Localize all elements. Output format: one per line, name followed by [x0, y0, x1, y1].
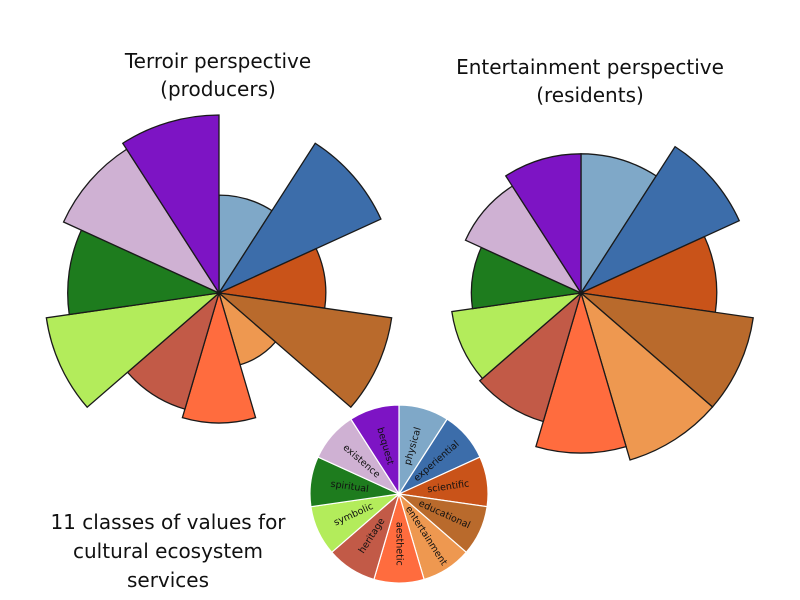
- segment-bequest: [504, 153, 582, 296]
- legend-caption-line-1: 11 classes of values for: [50, 510, 286, 534]
- legend-label-aesthetic: aesthetic: [394, 522, 405, 566]
- segment-educational: [578, 292, 754, 408]
- chart-2-title-line-1: Entertainment perspective: [456, 55, 724, 79]
- segment-existence: [62, 148, 221, 295]
- segment-educational: [216, 292, 393, 409]
- segment-experiential: [217, 142, 382, 295]
- legend-caption-line-3: services: [127, 568, 209, 592]
- terroir-polar-chart: [45, 114, 393, 424]
- legend-slice-bequest: [350, 404, 400, 497]
- chart-1-title-line-1: Terroir perspective: [124, 49, 311, 73]
- chart-2-title-line-2: (residents): [536, 83, 644, 107]
- segment-spiritual: [67, 229, 222, 316]
- entertainment-polar-chart: [451, 145, 754, 461]
- legend-label-spiritual: spiritual: [330, 479, 370, 495]
- segment-symbolic: [451, 292, 584, 380]
- segment-aesthetic: [535, 290, 627, 454]
- segment-symbolic: [45, 292, 222, 409]
- segment-bequest: [121, 114, 220, 296]
- segment-aesthetic: [181, 290, 257, 424]
- classes-legend-pie: physicalexperientialscientificeducationa…: [309, 404, 489, 584]
- chart-1-title-line-2: (producers): [160, 77, 276, 101]
- segment-experiential: [579, 145, 741, 295]
- segment-physical: [580, 153, 658, 296]
- legend-caption-line-2: cultural ecosystem: [73, 539, 263, 563]
- segment-heritage: [478, 291, 583, 423]
- segment-entertainment: [579, 291, 714, 461]
